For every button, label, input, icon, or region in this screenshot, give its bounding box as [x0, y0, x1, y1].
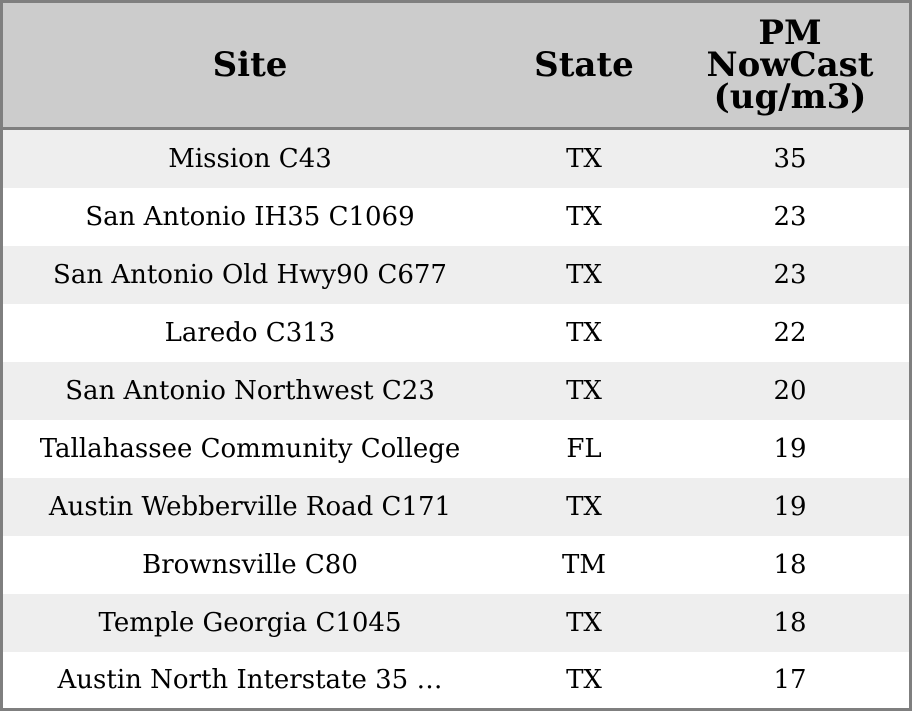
header-pm-nowcast: PM NowCast (ug/m3)	[671, 3, 909, 130]
table-row: Mission C43 TX 35	[3, 128, 909, 188]
cell-site: Austin North Interstate 35 …	[3, 652, 497, 708]
cell-pm-nowcast: 19	[671, 478, 909, 536]
header-state: State	[497, 3, 671, 130]
pm-table: Site State PM NowCast (ug/m3) Mission C4…	[3, 3, 909, 708]
cell-pm-nowcast: 23	[671, 246, 909, 304]
cell-pm-nowcast: 23	[671, 188, 909, 246]
table-row: Tallahassee Community College FL 19	[3, 420, 909, 478]
table-row: San Antonio Old Hwy90 C677 TX 23	[3, 246, 909, 304]
cell-pm-nowcast: 20	[671, 362, 909, 420]
cell-state: TX	[497, 478, 671, 536]
header-pm-line-1: PM	[758, 13, 822, 53]
cell-state: TX	[497, 128, 671, 188]
table-row: Austin North Interstate 35 … TX 17	[3, 652, 909, 708]
cell-state: TM	[497, 536, 671, 594]
cell-state: TX	[497, 652, 671, 708]
cell-state: FL	[497, 420, 671, 478]
table-row: Laredo C313 TX 22	[3, 304, 909, 362]
cell-pm-nowcast: 18	[671, 594, 909, 652]
table-row: Austin Webberville Road C171 TX 19	[3, 478, 909, 536]
cell-site: San Antonio Northwest C23	[3, 362, 497, 420]
cell-site: Laredo C313	[3, 304, 497, 362]
cell-site: San Antonio Old Hwy90 C677	[3, 246, 497, 304]
cell-state: TX	[497, 304, 671, 362]
cell-state: TX	[497, 594, 671, 652]
cell-pm-nowcast: 22	[671, 304, 909, 362]
table-body: Mission C43 TX 35 San Antonio IH35 C1069 TX 2…	[3, 128, 909, 708]
cell-site: Austin Webberville Road C171	[3, 478, 497, 536]
cell-site: Brownsville C80	[3, 536, 497, 594]
table-header: Site State PM NowCast (ug/m3)	[3, 3, 909, 130]
cell-pm-nowcast: 18	[671, 536, 909, 594]
table-row: San Antonio Northwest C23 TX 20	[3, 362, 909, 420]
cell-state: TX	[497, 362, 671, 420]
header-pm-line-3: (ug/m3)	[713, 77, 867, 117]
header-site: Site	[3, 3, 497, 130]
cell-site: San Antonio IH35 C1069	[3, 188, 497, 246]
table-row: Temple Georgia C1045 TX 18	[3, 594, 909, 652]
header-pm-line-2: NowCast	[706, 45, 874, 85]
header-row: Site State PM NowCast (ug/m3)	[3, 3, 909, 130]
table-row: San Antonio IH35 C1069 TX 23	[3, 188, 909, 246]
table-row: Brownsville C80 TM 18	[3, 536, 909, 594]
cell-site: Temple Georgia C1045	[3, 594, 497, 652]
cell-pm-nowcast: 19	[671, 420, 909, 478]
cell-state: TX	[497, 246, 671, 304]
cell-site: Mission C43	[3, 128, 497, 188]
cell-pm-nowcast: 35	[671, 128, 909, 188]
cell-state: TX	[497, 188, 671, 246]
cell-pm-nowcast: 17	[671, 652, 909, 708]
cell-site: Tallahassee Community College	[3, 420, 497, 478]
